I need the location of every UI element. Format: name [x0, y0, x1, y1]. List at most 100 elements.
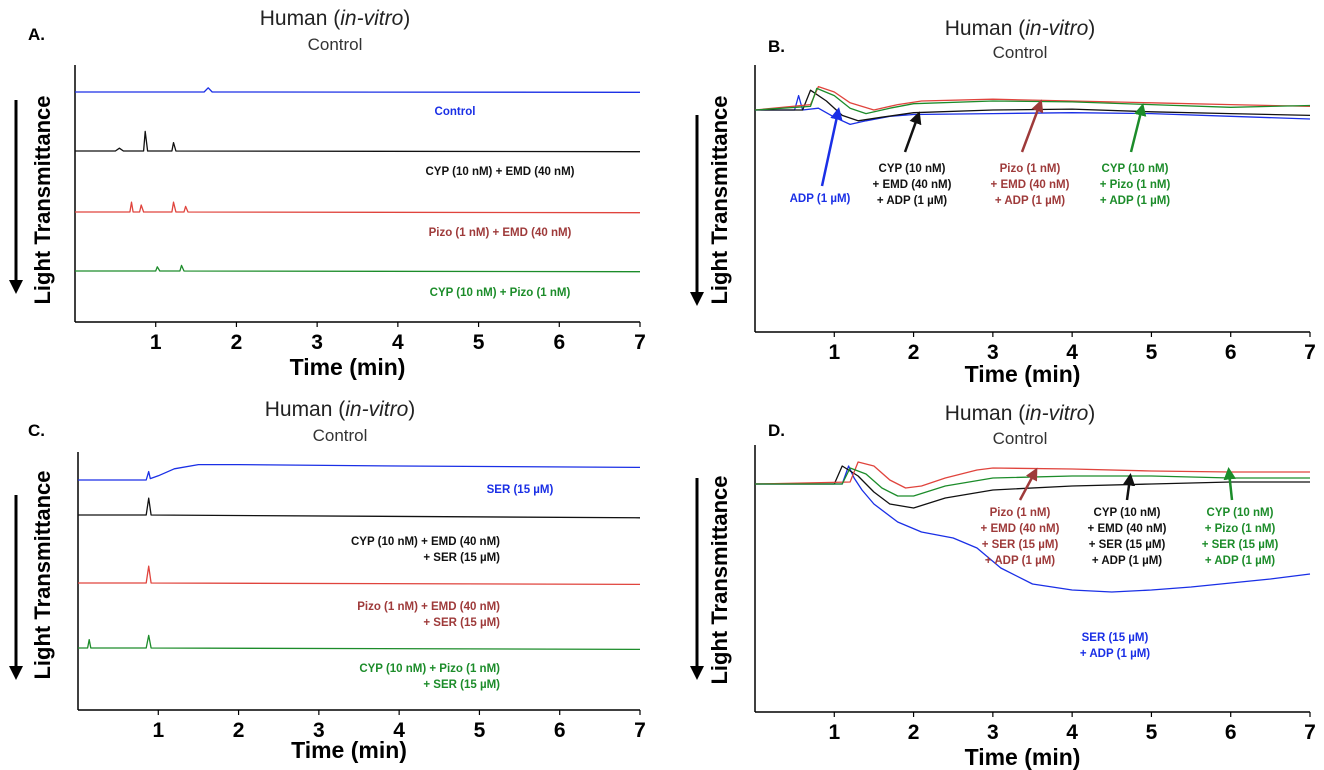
series-label-line: + Pizo (1 nM): [1205, 523, 1276, 535]
series-label-line: + Pizo (1 nM): [1100, 179, 1171, 191]
x-tick-label: 2: [231, 331, 243, 354]
series-label-line: + SER (15 µM): [1202, 539, 1279, 551]
series-label: CYP (10 nM) + Pizo (1 nM) + SER (15 µM): [359, 663, 500, 691]
series-label: CYP (10 nM) + EMD (40 nM) + ADP (1 µM): [873, 163, 952, 207]
annotation-arrow: [820, 107, 843, 187]
annotation-arrow: [1122, 473, 1136, 501]
series-line: [754, 461, 1310, 489]
y-axis-label: Light Transmittance: [707, 475, 732, 684]
chart-title-suffix: ): [408, 398, 415, 421]
series-label: CYP (10 nM) + EMD (40 nM) + SER (15 µM) + A…: [1088, 507, 1167, 567]
series-label-line: CYP (10 nM) + EMD (40 nM): [351, 536, 500, 548]
series-label: Pizo (1 nM) + EMD (40 nM) + SER (15 µM) + A…: [981, 507, 1060, 567]
series-label-line: + EMD (40 nM): [981, 523, 1060, 535]
series-line: [75, 201, 641, 214]
chart-title-italic: in-vitro: [1025, 402, 1088, 425]
series-label-line: CYP (10 nM): [1207, 507, 1274, 519]
series-label-line: + SER (15 µM): [423, 679, 500, 691]
y-direction-arrow-head: [9, 666, 23, 680]
x-tick-label: 5: [474, 719, 486, 742]
series-label: CYP (10 nM) + Pizo (1 nM): [430, 287, 571, 299]
chart-subtitle: Control: [308, 35, 363, 54]
series-label: Pizo (1 nM) + EMD (40 nM) + ADP (1 µM): [991, 163, 1070, 207]
chart-title-italic: in-vitro: [340, 7, 403, 30]
x-tick-label: 1: [152, 719, 164, 742]
series-label-line: + ADP (1 µM): [1100, 195, 1170, 207]
series-label-line: ADP (1 µM): [790, 193, 851, 205]
series-label-line: + SER (15 µM): [982, 539, 1059, 551]
chart-title: Human (in-vitro): [260, 7, 411, 30]
x-tick-label: 5: [473, 331, 485, 354]
annotation-arrow: [1018, 467, 1038, 501]
series-label-line: Control: [435, 106, 476, 118]
series-label-line: + ADP (1 µM): [1092, 555, 1162, 567]
series-label-line: CYP (10 nM) + Pizo (1 nM): [430, 287, 571, 299]
x-tick-label: 3: [313, 719, 325, 742]
annotation-arrow: [1223, 467, 1237, 501]
chart-title: Human (in-vitro): [945, 17, 1096, 40]
series-label-line: SER (15 µM): [1082, 632, 1149, 644]
y-direction-arrow-head: [690, 666, 704, 680]
y-axis-label: Light Transmittance: [30, 95, 55, 304]
x-axis-label: Time (min): [965, 744, 1081, 770]
annotation-arrow: [1129, 103, 1147, 153]
series-line: [755, 465, 1311, 593]
x-tick-label: 4: [393, 719, 405, 742]
y-direction-arrow-head: [9, 280, 23, 294]
x-tick-label: 3: [987, 341, 999, 364]
x-axis-label: Time (min): [290, 354, 406, 380]
y-direction-arrow-head: [690, 292, 704, 306]
x-tick-label: 3: [987, 721, 999, 744]
series-line: [755, 465, 1310, 509]
chart-title-suffix: ): [403, 7, 410, 30]
series-line: [75, 264, 641, 273]
x-tick-label: 6: [1225, 721, 1237, 744]
x-tick-label: 1: [150, 331, 162, 354]
chart-title-text: Human (: [260, 7, 341, 30]
x-tick-label: 2: [233, 719, 245, 742]
series-line: [78, 634, 641, 651]
series-label: SER (15 µM) + ADP (1 µM): [1080, 632, 1150, 660]
series-label-line: + SER (15 µM): [1089, 539, 1166, 551]
chart-title-italic: in-vitro: [345, 398, 408, 421]
series-label-line: CYP (10 nM): [879, 163, 946, 175]
chart-panel: C. Human (in-vitro) Control 1 2 3 4 5 6 7 Time (mi…: [9, 398, 646, 763]
series-label-line: + ADP (1 µM): [1205, 555, 1275, 567]
series-label-line: + EMD (40 nM): [1088, 523, 1167, 535]
series-line: [78, 463, 641, 481]
x-tick-label: 7: [634, 719, 646, 742]
series-line: [75, 87, 641, 93]
series-line: [754, 87, 1311, 115]
series-line: [755, 89, 1311, 122]
x-tick-label: 4: [1066, 721, 1078, 744]
chart-title-suffix: ): [1088, 402, 1095, 425]
chart-panel: B. Human (in-vitro) Control 1 2 3 4 5 6 7 Time (mi…: [690, 17, 1316, 387]
annotation-arrow: [1020, 99, 1044, 153]
series-label: CYP (10 nM) + Pizo (1 nM) + SER (15 µM) + A…: [1202, 507, 1279, 567]
panel-label: D.: [768, 421, 785, 440]
series-label-line: Pizo (1 nM) + EMD (40 nM): [357, 601, 500, 613]
x-tick-label: 4: [1066, 341, 1078, 364]
chart-subtitle: Control: [313, 426, 368, 445]
series-label: CYP (10 nM) + EMD (40 nM) + SER (15 µM): [351, 536, 500, 564]
series-line: [78, 497, 641, 519]
series-label-line: + EMD (40 nM): [991, 179, 1070, 191]
chart-subtitle: Control: [993, 429, 1048, 448]
x-tick-label: 7: [1304, 721, 1316, 744]
x-tick-label: 6: [554, 719, 566, 742]
series-label: Control: [435, 106, 476, 118]
x-axis-label: Time (min): [291, 737, 407, 763]
annotation-arrow: [903, 111, 922, 153]
chart-title-italic: in-vitro: [1025, 17, 1088, 40]
panel-label: A.: [28, 25, 45, 44]
chart-panel: D. Human (in-vitro) Control 1 2 3 4 5 6 7 Time (mi…: [690, 402, 1316, 770]
series-label-line: + ADP (1 µM): [877, 195, 947, 207]
series-label-line: + ADP (1 µM): [985, 555, 1055, 567]
x-tick-label: 7: [634, 331, 646, 354]
chart-subtitle: Control: [993, 43, 1048, 62]
x-tick-label: 3: [311, 331, 323, 354]
series-label: Pizo (1 nM) + EMD (40 nM): [429, 227, 572, 239]
series-line: [78, 565, 641, 586]
chart-title: Human (in-vitro): [265, 398, 416, 421]
y-axis-label: Light Transmittance: [30, 470, 55, 679]
